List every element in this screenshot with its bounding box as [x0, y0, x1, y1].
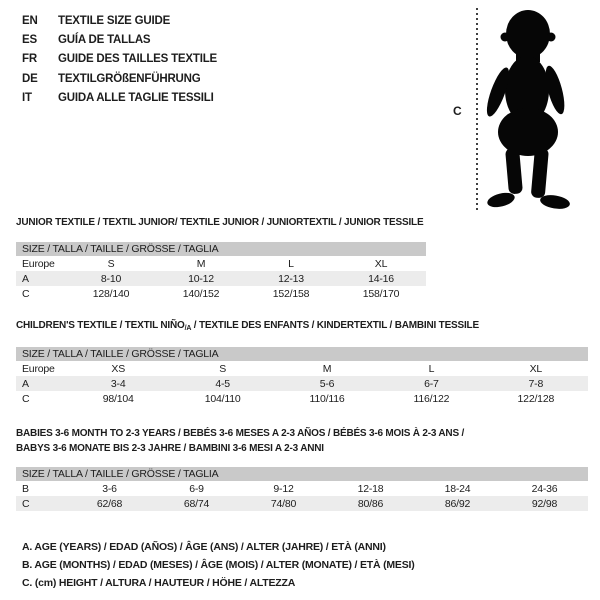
row-label: Europe — [22, 362, 55, 375]
junior-table-title: JUNIOR TEXTILE / TEXTIL JUNIOR/ TEXTILE … — [16, 217, 424, 228]
table-cell: L — [288, 257, 294, 270]
table-cell: 80/86 — [357, 497, 384, 510]
guide-title: GUIDE DES TAILLES TEXTILE — [58, 53, 217, 66]
table-cell: 152/158 — [272, 287, 310, 300]
row-label: A — [22, 272, 29, 285]
row-label: C — [22, 287, 30, 300]
footnote-c: C. (cm) HEIGHT / ALTURA / HAUTEUR / HÖHE… — [22, 577, 296, 589]
table-cell: 140/152 — [182, 287, 220, 300]
table-cell: XL — [374, 257, 388, 270]
table-row: B 3-6 6-9 9-12 12-18 18-24 24-36 — [16, 481, 588, 496]
table-cell: 92/98 — [531, 497, 558, 510]
title-line-2: BABYS 3-6 MONATE BIS 2-3 JAHRE / BAMBINI… — [16, 443, 324, 454]
height-measure-dashed-line — [476, 8, 478, 210]
title-line-1: BABIES 3-6 MONTH TO 2-3 YEARS / BEBÉS 3-… — [16, 428, 465, 439]
table-cell: XS — [111, 362, 125, 375]
table-cell: 62/68 — [96, 497, 123, 510]
table-cell: 6-9 — [189, 482, 204, 495]
junior-textile-table: JUNIOR TEXTILE / TEXTIL JUNIOR/ TEXTILE … — [16, 217, 426, 301]
table-row: Europe S M L XL — [16, 256, 426, 271]
table-cell: 98/104 — [102, 392, 134, 405]
table-cell: 12-13 — [278, 272, 304, 285]
language-code: FR — [22, 53, 37, 66]
children-table-title: CHILDREN'S TEXTILE / TEXTIL NIÑO/A / TEX… — [16, 320, 588, 332]
language-row: ES GUÍA DE TALLAS — [22, 30, 217, 49]
table-row: C 62/68 68/74 74/80 80/86 86/92 92/98 — [16, 496, 588, 511]
babies-table-title: BABIES 3-6 MONTH TO 2-3 YEARS / BEBÉS 3-… — [16, 426, 588, 456]
table-cell: 7-8 — [528, 377, 544, 390]
language-code: IT — [22, 91, 32, 104]
title-text: CHILDREN'S TEXTILE / TEXTIL NIÑO — [16, 320, 185, 331]
table-cell: 110/116 — [309, 392, 345, 405]
table-cell: 68/74 — [183, 497, 210, 510]
table-cell: 14-16 — [368, 272, 394, 285]
footnote-b: B. AGE (MONTHS) / EDAD (MESES) / ÂGE (MO… — [22, 559, 415, 571]
language-row: FR GUIDE DES TAILLES TEXTILE — [22, 50, 217, 69]
legend-footnotes: A. AGE (YEARS) / EDAD (AÑOS) / ÂGE (ANS)… — [22, 538, 415, 592]
size-header-bar: SIZE / TALLA / TAILLE / GRÖSSE / TAGLIA — [16, 347, 588, 361]
table-cell: M — [196, 257, 206, 270]
table-cell: 116/122 — [413, 392, 450, 405]
title-text: / TEXTILE DES ENFANTS / KINDERTEXTIL / B… — [191, 320, 479, 331]
row-label: C — [22, 392, 30, 405]
children-textile-table: CHILDREN'S TEXTILE / TEXTIL NIÑO/A / TEX… — [16, 320, 588, 406]
table-cell: 18-24 — [444, 482, 471, 495]
size-header-bar: SIZE / TALLA / TAILLE / GRÖSSE / TAGLIA — [16, 467, 588, 481]
table-cell: M — [322, 362, 332, 375]
height-label-c: C — [453, 104, 462, 118]
table-cell: 24-36 — [531, 482, 558, 495]
table-cell: 9-12 — [273, 482, 294, 495]
language-row: DE TEXTILGRÖßENFÜHRUNG — [22, 69, 217, 88]
table-cell: XL — [529, 362, 543, 375]
babies-textile-table: BABIES 3-6 MONTH TO 2-3 YEARS / BEBÉS 3-… — [16, 426, 588, 511]
table-row: A 3-4 4-5 5-6 6-7 7-8 — [16, 376, 588, 391]
table-cell: 12-18 — [357, 482, 384, 495]
language-title-list: EN TEXTILE SIZE GUIDE ES GUÍA DE TALLAS … — [22, 11, 217, 107]
guide-title: GUÍA DE TALLAS — [58, 33, 151, 46]
table-cell: 122/128 — [517, 392, 555, 405]
table-row: A 8-10 10-12 12-13 14-16 — [16, 271, 426, 286]
table-cell: 128/140 — [92, 287, 130, 300]
baby-silhouette-icon — [486, 10, 570, 209]
table-row: C 128/140 140/152 152/158 158/170 — [16, 286, 426, 301]
language-code: EN — [22, 14, 38, 27]
guide-title: TEXTILE SIZE GUIDE — [58, 14, 171, 27]
size-header-bar: SIZE / TALLA / TAILLE / GRÖSSE / TAGLIA — [16, 242, 426, 256]
row-label: C — [22, 497, 30, 510]
table-cell: 5-6 — [319, 377, 335, 390]
language-row: IT GUIDA ALLE TAGLIE TESSILI — [22, 88, 217, 107]
table-cell: 74/80 — [270, 497, 297, 510]
table-cell: L — [428, 362, 435, 375]
table-cell: 8-10 — [100, 272, 122, 285]
table-cell: 104/110 — [204, 392, 241, 405]
table-cell: 4-5 — [215, 377, 230, 390]
footnote-a: A. AGE (YEARS) / EDAD (AÑOS) / ÂGE (ANS)… — [22, 541, 386, 553]
language-code: DE — [22, 72, 38, 85]
table-cell: 10-12 — [188, 272, 214, 285]
table-cell: S — [219, 362, 227, 375]
language-code: ES — [22, 33, 37, 46]
table-cell: 3-6 — [102, 482, 117, 495]
guide-title: TEXTILGRÖßENFÜHRUNG — [58, 72, 201, 85]
table-row: Europe XS S M L XL — [16, 361, 588, 376]
table-cell: 86/92 — [444, 497, 471, 510]
table-cell: 158/170 — [362, 287, 400, 300]
row-label: A — [22, 377, 29, 390]
title-subscript: /A — [184, 325, 192, 332]
table-cell: 6-7 — [424, 377, 439, 390]
table-cell: S — [107, 257, 115, 270]
guide-title: GUIDA ALLE TAGLIE TESSILI — [58, 91, 214, 104]
table-cell: 3-4 — [110, 377, 126, 390]
language-row: EN TEXTILE SIZE GUIDE — [22, 11, 217, 30]
row-label: B — [22, 482, 29, 495]
row-label: Europe — [22, 257, 55, 270]
table-row: C 98/104 104/110 110/116 116/122 122/128 — [16, 391, 588, 406]
